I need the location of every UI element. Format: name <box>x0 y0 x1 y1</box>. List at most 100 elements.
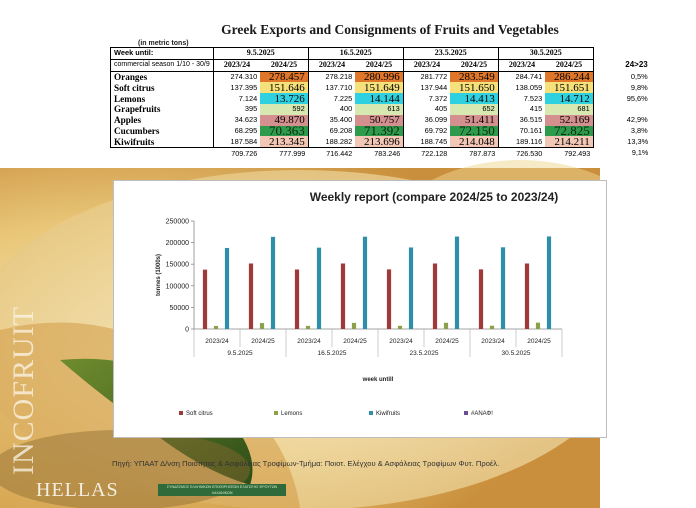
value-cell: 52.169 <box>545 114 594 126</box>
bar-lemons <box>305 325 311 329</box>
value-cell: 613 <box>355 103 404 115</box>
bar-kiwifruits <box>500 247 506 329</box>
value-cell: 137.395 <box>212 82 261 94</box>
value-cell: 69.792 <box>402 125 451 137</box>
change-header: 24>23 <box>593 59 652 72</box>
total-cell: 709.726 <box>231 148 258 158</box>
value-cell: 214.211 <box>545 136 594 149</box>
week-header: 23.5.2025 <box>402 47 499 60</box>
value-cell: 71.392 <box>355 125 404 137</box>
value-cell: 7.225 <box>307 93 356 104</box>
bar-lemons <box>443 322 449 329</box>
value-cell: 280.996 <box>355 71 404 83</box>
chart-svg: Weekly report (compare 2024/25 to 2023/2… <box>156 190 563 417</box>
value-cell: 51.411 <box>450 114 499 126</box>
bar-soft-citrus <box>202 269 208 329</box>
bar-kiwifruits <box>270 236 276 329</box>
total-cell: 726.530 <box>516 148 543 158</box>
value-cell: 214.048 <box>450 136 499 149</box>
product-label: Lemons <box>110 93 214 104</box>
season-header: 2023/24 <box>307 58 356 72</box>
unit-note: (in metric tons) <box>138 40 189 47</box>
source-note: Πηγή: ΥΠΑΑΤ Δ/νση Ποιότητας & Ασφάλειας … <box>112 459 500 468</box>
bar-soft-citrus <box>432 263 438 329</box>
value-cell: 13.726 <box>260 93 309 104</box>
x-group-label: 9.5.2025 <box>227 350 253 357</box>
total-cell: 716.442 <box>326 148 353 158</box>
value-cell: 213.696 <box>355 136 404 149</box>
bar-soft-citrus <box>340 263 346 329</box>
legend-label: Kiwifruits <box>376 411 400 417</box>
table-row: Soft citrus 137.395 151.646 137.710 151.649 1… <box>110 82 652 94</box>
season-label: commercial season 1/10 - 30/9 <box>110 58 214 72</box>
bar-kiwifruits <box>546 236 552 329</box>
value-cell: 415 <box>497 103 546 115</box>
week-until-label: Week until: <box>110 47 214 60</box>
value-cell: 400 <box>307 103 356 115</box>
value-cell: 188.745 <box>402 136 451 149</box>
value-cell: 7.372 <box>402 93 451 104</box>
value-cell: 213.345 <box>260 136 309 149</box>
bar-soft-citrus <box>478 269 484 329</box>
x-group-label: 16.5.2025 <box>318 350 347 357</box>
product-label: Cucumbers <box>110 125 214 137</box>
season-header: 2023/24 <box>402 58 451 72</box>
brand-hellas: HELLAS <box>36 479 119 501</box>
value-cell: 151.651 <box>545 82 594 94</box>
value-cell: 50.757 <box>355 114 404 126</box>
value-cell: 7.523 <box>497 93 546 104</box>
value-cell: 151.650 <box>450 82 499 94</box>
season-header: 2023/24 <box>212 58 261 72</box>
bar-soft-citrus <box>386 269 392 329</box>
value-cell: 36.099 <box>402 114 451 126</box>
total-cell: 777.999 <box>279 148 306 158</box>
week-header: 16.5.2025 <box>307 47 404 60</box>
bar-kiwifruits <box>408 247 414 329</box>
value-cell: 187.584 <box>212 136 261 149</box>
value-cell: 70.161 <box>497 125 546 137</box>
bar-soft-citrus <box>248 263 254 329</box>
value-cell: 14.712 <box>545 93 594 104</box>
x-category-label: 2023/24 <box>205 338 229 345</box>
y-tick-label: 150000 <box>166 262 189 269</box>
value-cell: 14.413 <box>450 93 499 104</box>
table-row: Cucumbers 68.295 70.363 69.208 71.392 69.792 7… <box>110 125 652 137</box>
product-label: Grapefruits <box>110 103 214 115</box>
value-cell: 34.623 <box>212 114 261 126</box>
bar-kiwifruits <box>224 247 230 329</box>
total-change: 9,1% <box>631 148 649 158</box>
y-tick-label: 250000 <box>166 219 189 226</box>
total-cell: 787.873 <box>469 148 496 158</box>
weekly-chart: Weekly report (compare 2024/25 to 2023/2… <box>113 180 607 438</box>
product-label: Apples <box>110 114 214 126</box>
bar-lemons <box>213 325 219 329</box>
table-row: Apples 34.623 49.870 35.400 50.757 36.099 51.4… <box>110 114 652 126</box>
value-cell: 284.741 <box>497 71 546 83</box>
bar-kiwifruits <box>316 247 322 329</box>
x-category-label: 2023/24 <box>481 338 505 345</box>
y-axis-label: tonnes (1000s) <box>156 254 162 296</box>
x-category-label: 2023/24 <box>297 338 321 345</box>
bar-kiwifruits <box>362 236 368 329</box>
y-tick-label: 200000 <box>166 240 189 247</box>
bar-soft-citrus <box>294 269 300 329</box>
value-cell: 278.457 <box>260 71 309 83</box>
value-cell: 188.282 <box>307 136 356 149</box>
legend-swatch <box>274 411 278 415</box>
legend-label: #ΑΝΑΦ! <box>471 411 493 417</box>
value-cell: 274.310 <box>212 71 261 83</box>
week-header: 30.5.2025 <box>497 47 594 60</box>
x-axis-label: week untill <box>362 377 394 383</box>
chart-title: Weekly report (compare 2024/25 to 2023/2… <box>310 190 559 204</box>
value-cell: 72.825 <box>545 125 594 137</box>
value-cell: 69.208 <box>307 125 356 137</box>
total-cell: 783.246 <box>374 148 401 158</box>
value-cell: 286.244 <box>545 71 594 83</box>
value-cell: 151.649 <box>355 82 404 94</box>
x-category-label: 2024/25 <box>251 338 275 345</box>
product-label: Oranges <box>110 71 214 83</box>
change-cell: 95,6% <box>626 93 648 103</box>
value-cell: 405 <box>402 103 451 115</box>
value-cell: 283.549 <box>450 71 499 83</box>
change-cell <box>593 104 651 115</box>
